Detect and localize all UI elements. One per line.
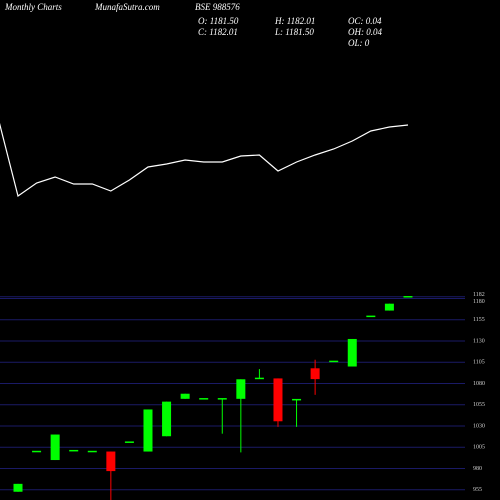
y-tick-label: 1005 [473,445,485,451]
y-tick-label: 980 [473,466,482,472]
symbol: BSE 988576 [195,2,240,12]
stat: H: 1182.01 [274,16,315,26]
candle-body [69,449,79,452]
candle-body [403,296,413,298]
y-tick-label: 1030 [473,423,485,429]
stat: O: 1181.50 [198,16,239,26]
stat: L: 1181.50 [274,27,314,37]
y-tick-label: 1180 [473,299,485,305]
candle-body [347,338,357,367]
candle-body [87,450,97,453]
candle-body [217,398,227,400]
candle-body [50,434,60,461]
candle-body [310,368,320,380]
candle-body [162,401,172,437]
candle-body [180,393,190,399]
stat: OH: 0.04 [348,27,382,37]
stat: OC: 0.04 [348,16,382,26]
y-tick-label: 1182 [473,292,485,298]
candle-body [254,377,264,380]
candle-body [236,379,246,399]
y-tick-label: 1105 [473,360,485,366]
candle-body [199,398,209,400]
y-tick-label: 1080 [473,381,485,387]
y-tick-label: 1155 [473,317,485,323]
y-tick-label: 955 [473,487,482,493]
chart-title: Monthly Charts [4,2,62,12]
candle-body [106,451,116,472]
candle-body [13,483,23,492]
candle-body [292,398,302,401]
y-tick-label: 1130 [473,338,485,344]
candle-body [143,409,153,452]
candle-body [384,303,394,311]
candle-body [124,441,134,443]
candle-body [329,360,339,363]
line [0,122,409,197]
candle-body [366,315,376,318]
stat: C: 1182.01 [198,27,238,37]
stat: OL: 0 [348,38,370,48]
candle-body [32,450,42,453]
candle-body [273,378,283,422]
y-tick-label: 1055 [473,402,485,408]
site-name: MunafaSutra.com [94,2,160,12]
